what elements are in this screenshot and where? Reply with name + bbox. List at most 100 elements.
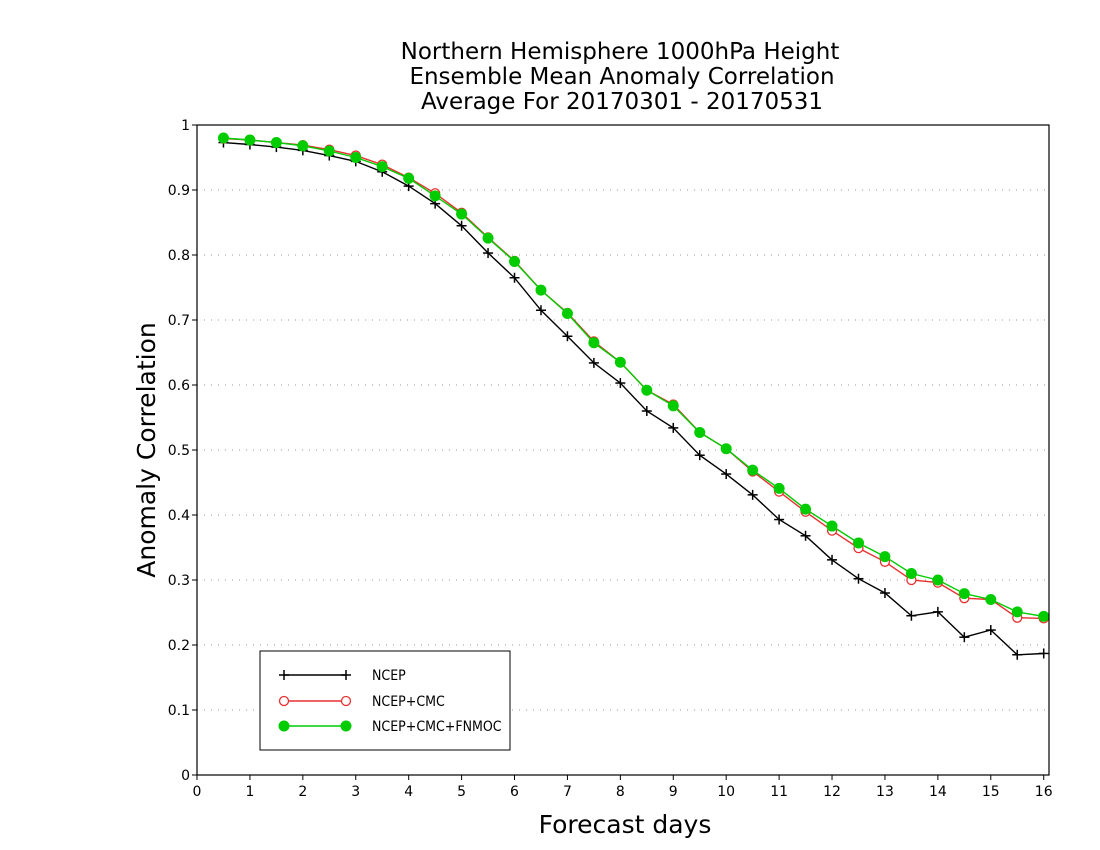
- y-tick-label: 0.4: [168, 508, 190, 524]
- data-point: [932, 606, 943, 617]
- y-tick-label: 0.1: [168, 703, 190, 719]
- legend-label: NCEP: [372, 668, 406, 684]
- data-point: [985, 594, 997, 605]
- data-point: [932, 574, 944, 586]
- data-point: [905, 568, 917, 579]
- y-tick-label: 0.9: [168, 183, 190, 199]
- data-point: [588, 337, 600, 349]
- legend: NCEP NCEP+CMC NCEP+CMC+FNMOC: [259, 650, 511, 751]
- plot-frame: [196, 124, 1050, 776]
- x-tick-label: 14: [929, 784, 947, 800]
- data-point: [668, 422, 679, 433]
- series-ncep: [218, 137, 1049, 660]
- y-axis: 0 0.1 0.2 0.3 0.4 0.5 0.6 0.7 0.8 0.9 1: [168, 118, 197, 784]
- data-point: [694, 450, 705, 461]
- legend-label: NCEP+CMC+FNMOC: [372, 719, 502, 735]
- y-tick-label: 1: [181, 118, 190, 134]
- data-point: [959, 632, 970, 643]
- data-point: [853, 573, 864, 584]
- data-point: [800, 530, 811, 541]
- chart-title: Northern Hemisphere 1000hPa Height Ensem…: [401, 39, 840, 115]
- data-point: [483, 248, 494, 259]
- data-point: [509, 256, 521, 267]
- x-tick-label: 0: [193, 784, 202, 800]
- data-point: [456, 220, 467, 231]
- data-point: [509, 272, 520, 283]
- data-point: [403, 172, 415, 184]
- data-point: [852, 537, 864, 549]
- legend-marker: [340, 720, 352, 732]
- x-tick-label: 16: [1035, 784, 1053, 800]
- data-point: [720, 443, 732, 455]
- series-line: [223, 137, 1044, 618]
- data-point: [429, 190, 441, 202]
- data-point: [270, 137, 282, 149]
- data-point: [1038, 610, 1050, 622]
- data-point: [641, 406, 652, 416]
- x-tick-label: 5: [457, 784, 466, 800]
- y-tick-label: 0.7: [168, 313, 190, 329]
- series-group: [217, 132, 1050, 660]
- data-point: [297, 140, 309, 152]
- legend-marker: [341, 670, 351, 680]
- legend-marker: [278, 720, 290, 732]
- data-point: [826, 520, 838, 532]
- data-point: [535, 284, 547, 296]
- y-grid: [197, 189, 1049, 711]
- data-point: [244, 134, 256, 146]
- data-point: [614, 356, 626, 368]
- y-tick-label: 0.6: [168, 378, 190, 394]
- x-tick-label: 11: [770, 784, 788, 800]
- x-tick-label: 3: [351, 784, 360, 800]
- data-point: [641, 384, 653, 396]
- data-point: [985, 625, 996, 636]
- y-tick-label: 0.8: [168, 248, 190, 264]
- data-point: [535, 305, 546, 316]
- x-tick-label: 6: [510, 784, 519, 800]
- data-point: [1012, 649, 1023, 660]
- data-point: [747, 489, 758, 500]
- data-point: [456, 208, 468, 220]
- data-point: [350, 152, 362, 163]
- data-point: [376, 161, 388, 173]
- x-tick-label: 9: [669, 784, 678, 800]
- data-point: [1011, 606, 1023, 618]
- legend-label: NCEP+CMC: [372, 694, 445, 710]
- data-point: [482, 232, 494, 244]
- x-tick-label: 10: [717, 784, 735, 800]
- x-tick-label: 12: [823, 784, 841, 800]
- x-tick-label: 13: [876, 784, 894, 800]
- title-line-3: Average For 20170301 - 20170531: [421, 89, 823, 115]
- data-point: [774, 514, 785, 525]
- data-point: [800, 503, 812, 515]
- data-point: [958, 588, 970, 600]
- data-point: [879, 588, 890, 598]
- data-point: [615, 378, 626, 389]
- y-tick-label: 0.2: [168, 638, 190, 654]
- data-point: [561, 308, 573, 319]
- x-tick-label: 1: [245, 784, 254, 800]
- y-tick-label: 0.5: [168, 443, 190, 459]
- x-tick-label: 8: [616, 784, 625, 800]
- x-tick-label: 2: [298, 784, 307, 800]
- series-line: [223, 141, 1044, 656]
- data-point: [588, 357, 599, 368]
- data-point: [323, 145, 335, 157]
- title-line-1: Northern Hemisphere 1000hPa Height: [401, 39, 840, 65]
- x-axis: 0 1 2 3 4 5 6 7 8 9 10 11 12 13 14 15 16: [193, 775, 1053, 800]
- title-line-2: Ensemble Mean Anomaly Correlation: [409, 64, 834, 90]
- x-tick-label: 4: [404, 784, 413, 800]
- legend-marker: [279, 670, 289, 680]
- x-axis-label: Forecast days: [539, 810, 712, 839]
- data-point: [747, 464, 759, 476]
- series-ncep-cmc-fnmoc: [217, 132, 1050, 622]
- data-point: [562, 331, 573, 342]
- series-line: [223, 137, 1044, 620]
- data-point: [694, 426, 706, 438]
- data-point: [827, 554, 838, 565]
- y-axis-label: Anomaly Correlation: [132, 322, 161, 577]
- data-point: [879, 551, 891, 563]
- y-tick-label: 0.3: [168, 573, 190, 589]
- x-tick-label: 7: [563, 784, 572, 800]
